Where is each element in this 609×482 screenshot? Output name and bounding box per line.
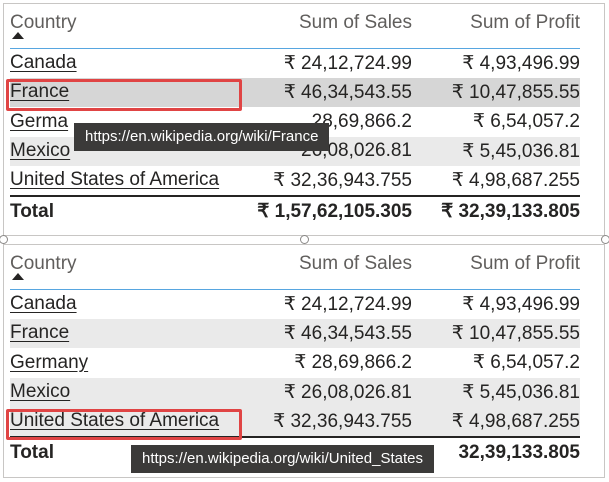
table-row: United States of America ₹ 32,36,943.755… [10, 166, 580, 196]
resize-handle[interactable] [300, 235, 309, 244]
sales-header[interactable]: Sum of Sales [299, 12, 412, 33]
country-sales-table: Country Sum of Sales Sum of Profit Canad… [10, 4, 580, 227]
resize-handle[interactable] [601, 235, 609, 244]
country-link[interactable]: France [10, 322, 70, 344]
total-label: Total [10, 194, 246, 227]
country-header[interactable]: Country [10, 4, 246, 48]
table-row: France ₹ 46,34,543.55 ₹ 10,47,855.55 [10, 77, 580, 107]
country-link[interactable]: Mexico [10, 140, 71, 162]
total-sales: ₹ 1,57,62,105.305 [246, 194, 412, 227]
country-link[interactable]: Mexico [10, 381, 71, 403]
url-tooltip: https://en.wikipedia.org/wiki/United_Sta… [131, 445, 434, 473]
country-header-label: Country [10, 12, 77, 33]
country-link[interactable]: Germa [10, 110, 69, 132]
sales-cell: ₹ 46,34,543.55 [246, 318, 412, 348]
header-row: Country Sum of Sales Sum of Profit [10, 245, 580, 289]
sales-cell: ₹ 24,12,724.99 [283, 293, 412, 315]
country-link[interactable]: Canada [10, 293, 77, 314]
table-row: Canada ₹ 24,12,724.99 ₹ 4,93,496.99 [10, 289, 580, 319]
profit-cell: ₹ 4,98,687.255 [412, 407, 580, 437]
highlight-box-france [6, 79, 242, 111]
sales-cell: ₹ 28,69,866.2 [294, 352, 412, 374]
profit-cell: ₹ 10,47,855.55 [412, 318, 580, 348]
profit-cell: ₹ 6,54,057.2 [472, 111, 580, 133]
profit-header[interactable]: Sum of Profit [470, 253, 580, 274]
country-link[interactable]: United States of America [10, 169, 220, 191]
total-profit: 32,39,133.805 [412, 435, 580, 468]
country-link[interactable]: France [10, 81, 70, 103]
sales-cell: ₹ 24,12,724.99 [283, 52, 412, 74]
profit-cell: ₹ 6,54,057.2 [472, 352, 580, 374]
total-row: Total ₹ 1,57,62,105.305 ₹ 32,39,133.805 [10, 194, 580, 227]
profit-cell: ₹ 5,45,036.81 [412, 136, 580, 166]
table-visual-2[interactable]: Country Sum of Sales Sum of Profit Canad… [3, 244, 605, 478]
sales-cell: ₹ 32,36,943.755 [273, 169, 412, 191]
table-row: Germany ₹ 28,69,866.2 ₹ 6,54,057.2 [10, 348, 580, 378]
resize-handle[interactable] [0, 235, 8, 244]
country-link[interactable]: Canada [10, 52, 77, 73]
country-header-label: Country [10, 253, 77, 274]
total-profit: ₹ 32,39,133.805 [412, 194, 580, 227]
url-tooltip: https://en.wikipedia.org/wiki/France [74, 123, 330, 151]
table-visual-1[interactable]: Country Sum of Sales Sum of Profit Canad… [3, 3, 605, 236]
sort-ascending-icon[interactable] [12, 32, 24, 39]
profit-cell: ₹ 5,45,036.81 [412, 377, 580, 407]
sort-ascending-icon[interactable] [12, 273, 24, 280]
table-row: Mexico ₹ 26,08,026.81 ₹ 5,45,036.81 [10, 377, 580, 407]
profit-cell: ₹ 4,98,687.255 [451, 169, 580, 191]
profit-cell: ₹ 4,93,496.99 [462, 293, 580, 315]
sales-cell: ₹ 46,34,543.55 [246, 77, 412, 107]
country-header[interactable]: Country [10, 245, 246, 289]
sales-cell: 28,69,866.2 [311, 110, 412, 132]
sales-cell: ₹ 32,36,943.755 [246, 407, 412, 437]
sales-cell: ₹ 26,08,026.81 [246, 377, 412, 407]
table-row: Canada ₹ 24,12,724.99 ₹ 4,93,496.99 [10, 48, 580, 78]
profit-cell: ₹ 10,47,855.55 [412, 77, 580, 107]
highlight-box-usa [6, 409, 242, 440]
header-row: Country Sum of Sales Sum of Profit [10, 4, 580, 48]
country-link[interactable]: United States of America [10, 410, 220, 432]
country-sales-table: Country Sum of Sales Sum of Profit Canad… [10, 245, 580, 468]
sales-header[interactable]: Sum of Sales [299, 253, 412, 274]
profit-header[interactable]: Sum of Profit [470, 12, 580, 33]
table-row: Germa 28,69,866.2 ₹ 6,54,057.2 [10, 107, 580, 137]
profit-cell: ₹ 4,93,496.99 [462, 52, 580, 74]
table-row: France ₹ 46,34,543.55 ₹ 10,47,855.55 [10, 318, 580, 348]
country-link[interactable]: Germany [10, 351, 89, 373]
